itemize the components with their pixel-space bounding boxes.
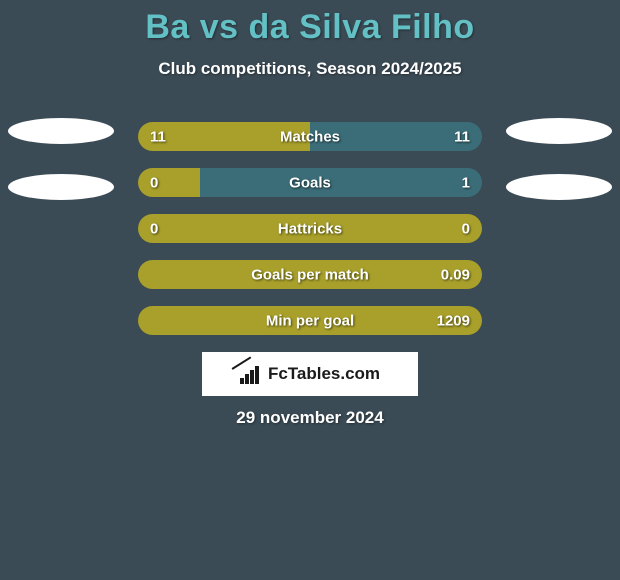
stat-value-right: 0.09 bbox=[441, 266, 470, 283]
ellipse-icon bbox=[506, 174, 612, 200]
stat-bar: Matches 11 11 bbox=[138, 122, 482, 151]
brand-text: FcTables.com bbox=[268, 364, 380, 384]
right-player-marks bbox=[506, 118, 612, 200]
stat-label: Matches bbox=[280, 128, 340, 145]
stat-bar: Hattricks 0 0 bbox=[138, 214, 482, 243]
stat-value-left: 0 bbox=[150, 174, 158, 191]
stat-label: Goals per match bbox=[251, 266, 369, 283]
ellipse-icon bbox=[506, 118, 612, 144]
stat-bar: Goals per match 0.09 bbox=[138, 260, 482, 289]
stat-label: Hattricks bbox=[278, 220, 342, 237]
stat-value-left: 0 bbox=[150, 220, 158, 237]
stat-value-right: 11 bbox=[454, 128, 470, 145]
page-title: Ba vs da Silva Filho bbox=[0, 0, 620, 47]
bar-fill-left bbox=[138, 168, 200, 197]
brand-chart-icon bbox=[240, 364, 262, 384]
left-player-marks bbox=[8, 118, 114, 200]
brand-box: FcTables.com bbox=[202, 352, 418, 396]
stats-bars: Matches 11 11 Goals 0 1 Hattricks 0 0 Goals per m… bbox=[138, 122, 482, 335]
stat-bar: Min per goal 1209 bbox=[138, 306, 482, 335]
subtitle: Club competitions, Season 2024/2025 bbox=[0, 59, 620, 79]
stat-label: Min per goal bbox=[266, 312, 354, 329]
stat-value-left: 11 bbox=[150, 128, 166, 145]
date-label: 29 november 2024 bbox=[236, 408, 383, 428]
stat-value-right: 1209 bbox=[437, 312, 470, 329]
ellipse-icon bbox=[8, 174, 114, 200]
stat-value-right: 0 bbox=[462, 220, 470, 237]
bar-fill-right bbox=[200, 168, 482, 197]
stat-label: Goals bbox=[289, 174, 331, 191]
stat-bar: Goals 0 1 bbox=[138, 168, 482, 197]
ellipse-icon bbox=[8, 118, 114, 144]
stat-value-right: 1 bbox=[462, 174, 470, 191]
